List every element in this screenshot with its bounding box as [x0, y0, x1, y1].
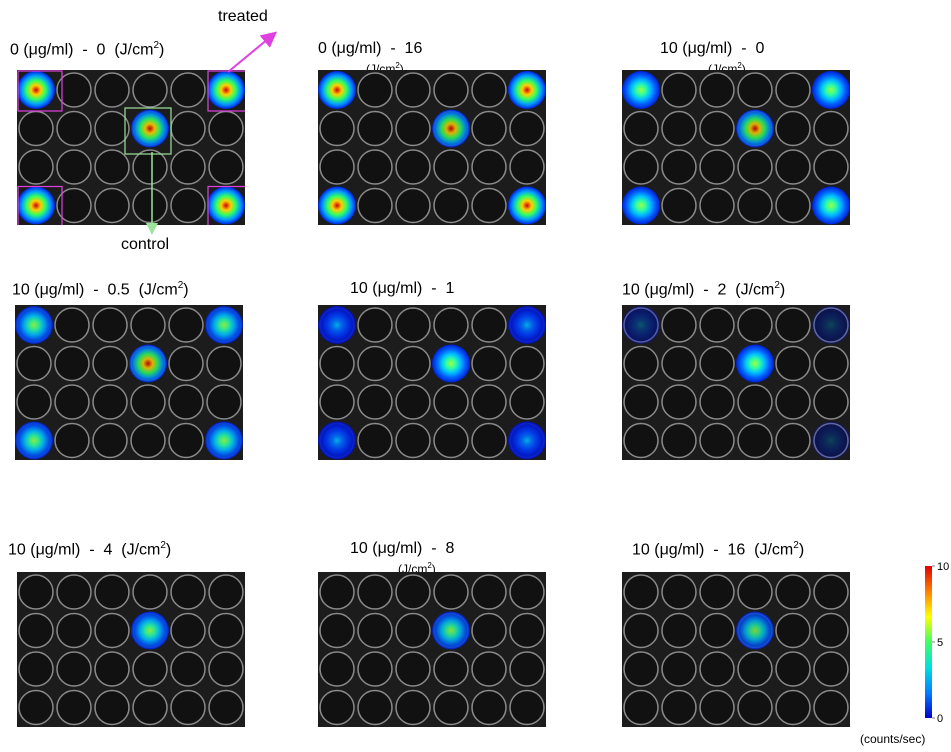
- colorbar-tick-label: 0: [937, 713, 943, 725]
- colorbar: 0 5 10: [0, 0, 951, 752]
- figure: treated control (counts/sec) 0 (μg/ml) -…: [0, 0, 951, 752]
- colorbar-tick-label: 10: [937, 561, 949, 573]
- colorbar-tick-label: 5: [937, 637, 943, 649]
- colorbar-scale: [925, 566, 932, 718]
